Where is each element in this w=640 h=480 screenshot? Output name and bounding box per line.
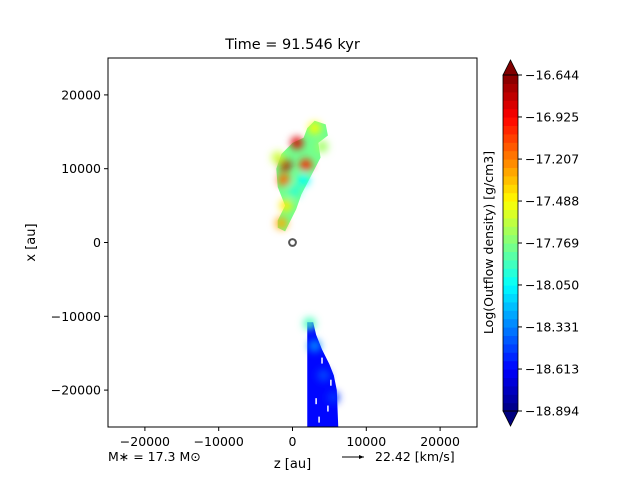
density-blobs [271, 122, 340, 404]
colorbar-band [503, 184, 518, 194]
y-tick-label: 20000 [61, 87, 101, 102]
colorbar-tick-label: −18.613 [525, 362, 579, 377]
density-blob-4 [279, 199, 292, 212]
colorbar-tick-label: −16.925 [525, 109, 579, 124]
colorbar-band [503, 310, 518, 320]
density-blob-3 [299, 159, 312, 172]
colorbar-band [503, 108, 518, 118]
colorbar-tick-label: −17.488 [525, 194, 579, 209]
colorbar-extend-max [502, 59, 519, 76]
colorbar-band [503, 192, 518, 202]
density-blob-8 [271, 151, 284, 164]
colorbar-tick-label: −18.331 [525, 319, 579, 334]
density-blob-10 [297, 173, 310, 186]
density-blob-12 [308, 339, 321, 352]
colorbar-band [503, 327, 518, 336]
colorbar-band [503, 75, 518, 84]
colorbar-band [503, 285, 518, 294]
colorbar-band [503, 117, 518, 126]
density-blob-0 [279, 159, 292, 172]
y-tick-label: −20000 [51, 383, 101, 398]
colorbar-band [503, 175, 518, 185]
y-axis-label: x [au] [24, 223, 39, 261]
x-tick-label: 20000 [420, 434, 460, 449]
colorbar-band [503, 243, 518, 252]
density-blob-7 [316, 140, 329, 153]
sink-particle-marker [288, 238, 297, 247]
colorbar-extend-min [502, 410, 519, 427]
colorbar-band [503, 100, 518, 110]
colorbar-band [503, 91, 518, 101]
colorbar-band [503, 259, 518, 269]
density-blob-2 [277, 173, 290, 186]
x-tick-label: 10000 [346, 434, 386, 449]
colorbar-band [503, 201, 518, 210]
colorbar-band [503, 226, 518, 236]
colorbar-tick-label: −18.894 [525, 404, 579, 419]
colorbar-band [503, 301, 518, 311]
colorbar-band [503, 217, 518, 227]
colorbar-band [503, 318, 518, 328]
axes-frame [107, 57, 478, 428]
density-blob-13 [317, 369, 330, 382]
x-tick-label: 0 [289, 434, 297, 449]
colorbar-band [503, 125, 518, 135]
velocity-key-label: 22.42 [km/s] [375, 449, 455, 464]
colorbar-band [503, 159, 518, 168]
y-tick-label: 10000 [61, 161, 101, 176]
colorbar-band [503, 343, 518, 353]
colorbar-band [503, 268, 518, 278]
colorbar-band [503, 293, 518, 303]
velocity-key: 22.42 [km/s] [342, 449, 455, 464]
colorbar-band [503, 142, 518, 152]
colorbar-band [503, 209, 518, 219]
colorbar-band [503, 133, 518, 143]
density-map [271, 120, 340, 427]
density-blob-11 [303, 317, 316, 330]
colorbar-tick-label: −17.207 [525, 152, 579, 167]
x-axis: −20000 −10000 0 10000 20000 [120, 427, 460, 449]
y-tick-label: −10000 [51, 309, 101, 324]
velocity-key-arrowhead [359, 455, 364, 459]
y-axis: 20000 10000 0 −10000 −20000 [51, 87, 108, 398]
colorbar-band [503, 234, 518, 244]
colorbar-band [503, 385, 518, 395]
colorbar-tick-label: −16.644 [525, 68, 579, 83]
x-tick-label: −10000 [194, 434, 244, 449]
colorbar-band [503, 251, 518, 261]
colorbar-band [503, 150, 518, 160]
colorbar-label: Log(Outflow density) [g/cm3] [481, 151, 496, 334]
x-axis-label: z [au] [274, 457, 311, 472]
colorbar-band [503, 167, 518, 177]
star-mass-label: M∗ = 17.3 M⊙ [108, 449, 201, 464]
colorbar-band [503, 352, 518, 362]
colorbar-tick-label: −18.050 [525, 277, 579, 292]
colorbar-band [503, 377, 518, 387]
density-blob-5 [275, 217, 288, 230]
colorbar-band [503, 394, 518, 404]
colorbar-tick-label: −17.769 [525, 236, 579, 251]
colorbar-band [503, 360, 518, 370]
density-blob-1 [290, 136, 303, 149]
colorbar-band [503, 402, 518, 412]
density-blob-14 [327, 391, 340, 404]
colorbar-band [503, 83, 518, 93]
colorbar: −16.644 −16.925 −17.207 −17.488 −17.769 −18.0… [502, 59, 579, 427]
colorbar-band [503, 335, 518, 345]
y-tick-label: 0 [93, 235, 101, 250]
density-blob-9 [288, 184, 301, 197]
density-blob-6 [308, 122, 321, 135]
x-tick-label: −20000 [120, 434, 170, 449]
chart-title: Time = 91.546 kyr [224, 37, 360, 53]
colorbar-band [503, 276, 518, 286]
colorbar-band [503, 369, 518, 378]
